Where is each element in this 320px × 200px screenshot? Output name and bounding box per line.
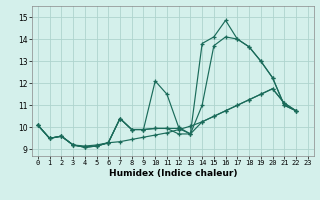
X-axis label: Humidex (Indice chaleur): Humidex (Indice chaleur) [108, 169, 237, 178]
